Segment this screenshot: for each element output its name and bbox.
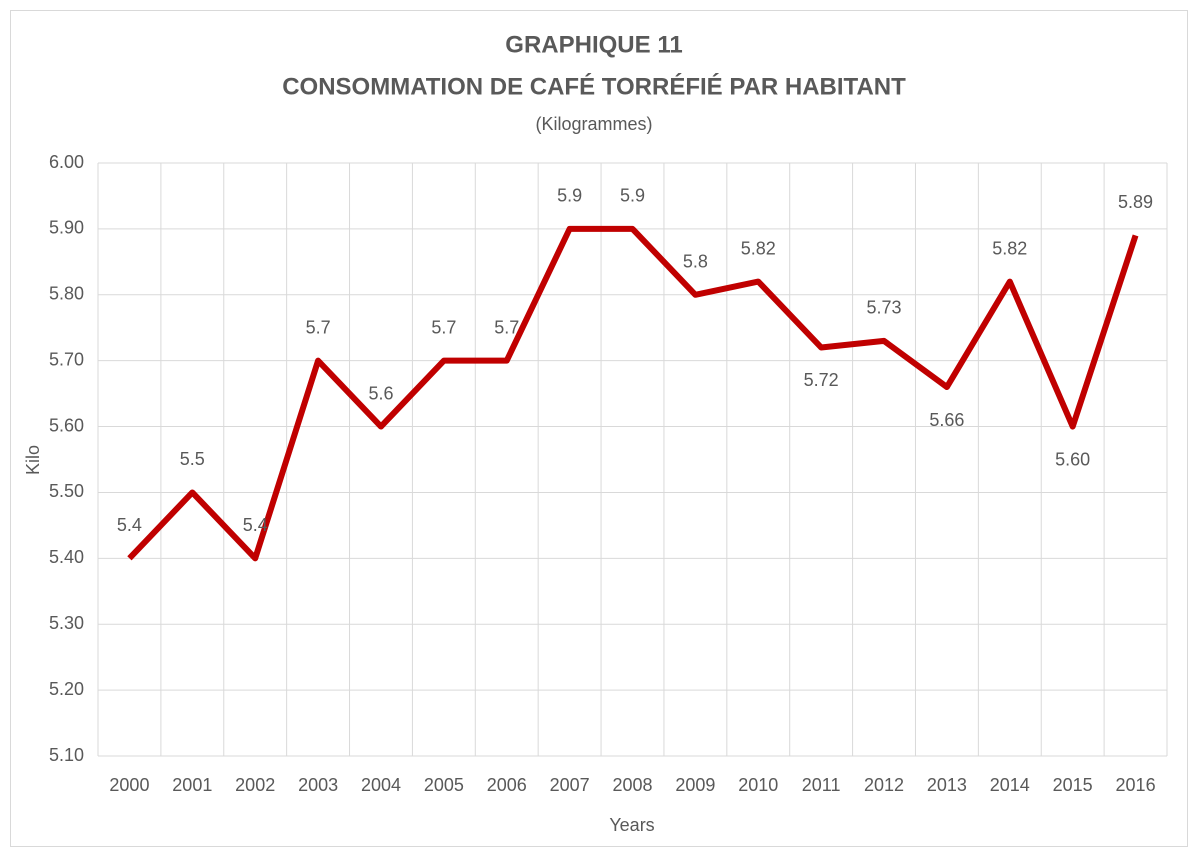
x-tick-label: 2011 — [802, 775, 841, 795]
data-label: 5.7 — [306, 317, 331, 337]
x-tick-label: 2010 — [738, 775, 778, 795]
x-tick-label: 2002 — [235, 775, 275, 795]
data-label: 5.66 — [929, 410, 964, 430]
x-tick-label: 2013 — [927, 775, 967, 795]
x-tick-label: 2005 — [424, 775, 464, 795]
y-tick-label: 5.60 — [49, 415, 84, 435]
data-label: 5.73 — [867, 298, 902, 318]
data-label: 5.60 — [1055, 449, 1090, 469]
x-tick-label: 2007 — [550, 775, 590, 795]
y-tick-label: 6.00 — [49, 152, 84, 172]
y-tick-label: 5.10 — [49, 745, 84, 765]
y-tick-label: 5.50 — [49, 481, 84, 501]
chart-border — [10, 10, 1188, 847]
x-tick-label: 2001 — [172, 775, 212, 795]
y-tick-label: 5.80 — [49, 284, 84, 304]
y-tick-label: 5.70 — [49, 349, 84, 369]
unit-note: (Kilogrammes) — [535, 114, 652, 134]
data-label: 5.9 — [620, 186, 645, 206]
data-label: 5.7 — [431, 317, 456, 337]
x-tick-label: 2006 — [487, 775, 527, 795]
data-label: 5.72 — [804, 370, 839, 390]
data-label: 5.7 — [494, 317, 519, 337]
data-label: 5.4 — [117, 515, 142, 535]
x-tick-label: 2016 — [1116, 775, 1156, 795]
x-tick-label: 2008 — [612, 775, 652, 795]
y-axis-label: Kilo — [23, 445, 43, 475]
y-tick-label: 5.20 — [49, 679, 84, 699]
y-tick-label: 5.30 — [49, 613, 84, 633]
data-label: 5.82 — [741, 238, 776, 258]
data-label: 5.89 — [1118, 192, 1153, 212]
line — [127, 225, 1139, 562]
x-tick-label: 2009 — [675, 775, 715, 795]
data-label: 5.6 — [368, 383, 393, 403]
y-tick-label: 5.40 — [49, 547, 84, 567]
data-label: 5.4 — [243, 515, 268, 535]
chart-title: GRAPHIQUE 11 — [505, 31, 682, 58]
data-label: 5.82 — [992, 238, 1027, 258]
x-tick-label: 2014 — [990, 775, 1030, 795]
x-axis-label: Years — [609, 815, 654, 835]
x-tick-label: 2004 — [361, 775, 401, 795]
x-tick-label: 2012 — [864, 775, 904, 795]
data-label: 5.5 — [180, 449, 205, 469]
x-tick-label: 2000 — [109, 775, 149, 795]
x-tick-label: 2015 — [1053, 775, 1093, 795]
data-label: 5.9 — [557, 186, 582, 206]
chart-subtitle: CONSOMMATION DE CAFÉ TORRÉFIÉ PAR HABITA… — [282, 72, 906, 100]
y-tick-label: 5.90 — [49, 218, 84, 238]
data-label: 5.8 — [683, 252, 708, 272]
x-tick-label: 2003 — [298, 775, 338, 795]
